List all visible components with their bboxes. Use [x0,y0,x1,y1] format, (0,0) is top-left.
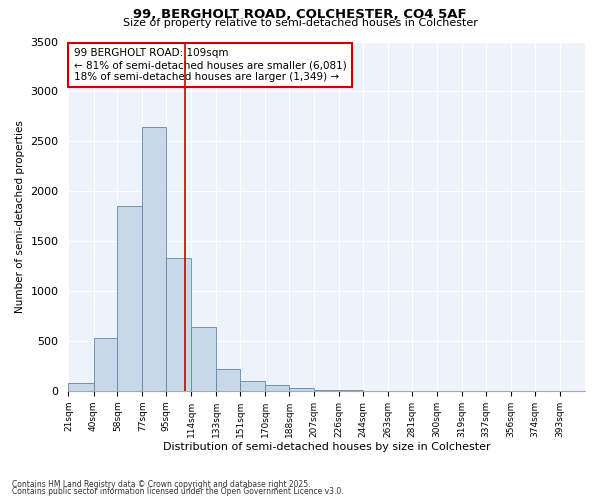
Text: 99, BERGHOLT ROAD, COLCHESTER, CO4 5AF: 99, BERGHOLT ROAD, COLCHESTER, CO4 5AF [133,8,467,20]
Bar [142,128,166,391]
Text: Contains HM Land Registry data © Crown copyright and database right 2025.: Contains HM Land Registry data © Crown c… [12,480,311,489]
Bar [68,384,94,391]
Bar [117,206,142,391]
Bar [94,338,117,391]
Bar [191,327,217,391]
Bar [166,258,191,391]
Bar [314,390,339,391]
Text: Contains public sector information licensed under the Open Government Licence v3: Contains public sector information licen… [12,487,344,496]
Text: 99 BERGHOLT ROAD: 109sqm
← 81% of semi-detached houses are smaller (6,081)
18% o: 99 BERGHOLT ROAD: 109sqm ← 81% of semi-d… [74,48,346,82]
Bar [265,385,289,391]
Bar [240,381,265,391]
Text: Size of property relative to semi-detached houses in Colchester: Size of property relative to semi-detach… [122,18,478,28]
X-axis label: Distribution of semi-detached houses by size in Colchester: Distribution of semi-detached houses by … [163,442,491,452]
Bar [289,388,314,391]
Y-axis label: Number of semi-detached properties: Number of semi-detached properties [15,120,25,312]
Bar [217,369,240,391]
